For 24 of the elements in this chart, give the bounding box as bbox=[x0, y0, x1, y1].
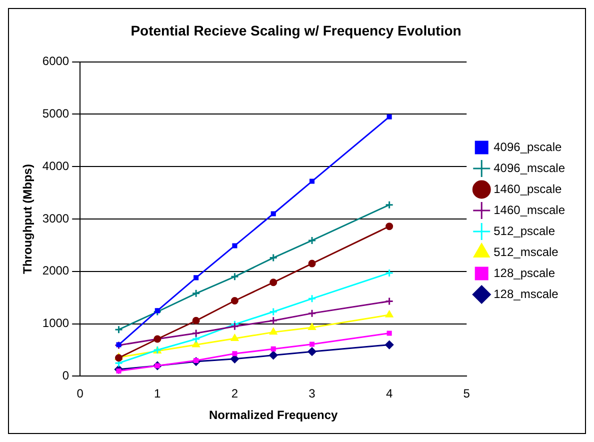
y-tick-label: 6000 bbox=[42, 54, 70, 68]
legend-label: 128_pscale bbox=[494, 266, 556, 280]
x-axis-title: Normalized Frequency bbox=[209, 408, 338, 422]
x-tick-label: 4 bbox=[386, 386, 393, 401]
legend-label: 128_mscale bbox=[494, 286, 559, 301]
y-tick-label: 4000 bbox=[42, 158, 70, 173]
y-axis-title: Throughput (Mbps) bbox=[20, 164, 35, 274]
x-tick-label: 5 bbox=[463, 386, 470, 401]
legend-label: 4096_mscale bbox=[494, 160, 566, 175]
x-tick-label: 0 bbox=[76, 386, 84, 401]
y-tick-label: 1000 bbox=[42, 316, 70, 330]
legend-label: 512_pscale bbox=[494, 224, 556, 238]
legend-label: 1460_pscale bbox=[494, 182, 562, 196]
y-tick-label: 2000 bbox=[42, 264, 70, 278]
x-tick-label: 1 bbox=[154, 386, 162, 401]
legend-label: 4096_pscale bbox=[494, 140, 562, 154]
y-tick-label: 3000 bbox=[42, 211, 70, 226]
legend-label: 1460_mscale bbox=[494, 202, 566, 217]
legend-label: 512_mscale bbox=[494, 244, 559, 259]
y-tick-label: 5000 bbox=[42, 106, 70, 121]
x-tick-label: 2 bbox=[231, 386, 238, 401]
x-tick-label: 3 bbox=[308, 386, 316, 401]
y-tick-label: 0 bbox=[62, 368, 70, 383]
chart-title: Potential Recieve Scaling w/ Frequency Evolution bbox=[130, 22, 462, 38]
